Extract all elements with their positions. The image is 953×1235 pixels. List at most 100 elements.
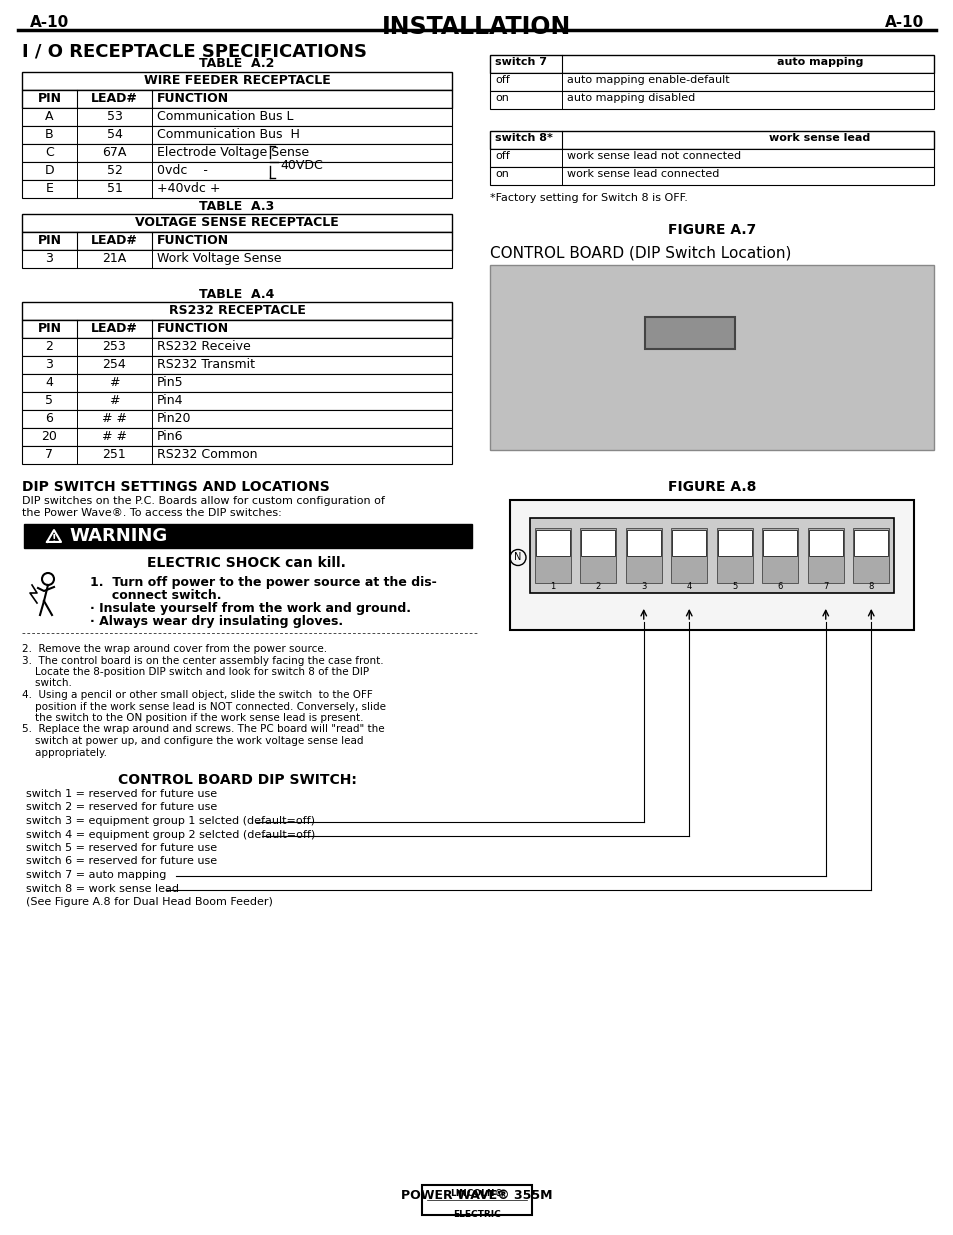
Text: 3.  The control board is on the center assembly facing the case front.: 3. The control board is on the center as…	[22, 656, 383, 666]
Text: A-10: A-10	[30, 15, 70, 30]
Bar	[24, 524, 472, 548]
Text: A-10: A-10	[883, 15, 923, 30]
Text: auto mapping enable-default: auto mapping enable-default	[566, 75, 729, 85]
Text: RS232 Transmit: RS232 Transmit	[157, 358, 254, 370]
Text: Pin5: Pin5	[157, 375, 183, 389]
Text: 1.  Turn off power to the power source at the dis-: 1. Turn off power to the power source at…	[90, 576, 436, 589]
Text: 51: 51	[107, 182, 122, 195]
Text: switch.: switch.	[22, 678, 71, 688]
Text: 3: 3	[46, 358, 53, 370]
Text: TABLE  A.3: TABLE A.3	[199, 200, 274, 212]
Bar	[22, 72, 452, 90]
Text: LINCOLN®: LINCOLN®	[450, 1189, 503, 1198]
Bar	[22, 303, 452, 320]
Bar	[490, 56, 933, 73]
Text: switch 8 = work sense lead: switch 8 = work sense lead	[26, 883, 179, 893]
Text: off: off	[495, 151, 509, 161]
Text: 7: 7	[46, 448, 53, 461]
Text: position if the work sense lead is NOT connected. Conversely, slide: position if the work sense lead is NOT c…	[22, 701, 386, 711]
Text: 20: 20	[42, 430, 57, 443]
Text: ELECTRIC SHOCK can kill.: ELECTRIC SHOCK can kill.	[147, 556, 345, 571]
Text: 21A: 21A	[102, 252, 127, 266]
Text: switch 7 = auto mapping: switch 7 = auto mapping	[26, 869, 166, 881]
Bar	[22, 429, 452, 446]
Text: · Always wear dry insulating gloves.: · Always wear dry insulating gloves.	[90, 615, 343, 629]
Bar	[717, 530, 751, 557]
Text: (See Figure A.8 for Dual Head Boom Feeder): (See Figure A.8 for Dual Head Boom Feede…	[26, 897, 273, 906]
Text: 67A: 67A	[102, 146, 127, 159]
Bar	[761, 529, 798, 583]
Bar	[808, 530, 842, 557]
Text: D: D	[45, 164, 54, 177]
Text: FIGURE A.8: FIGURE A.8	[667, 480, 756, 494]
Text: 6: 6	[777, 582, 782, 592]
Text: 251: 251	[103, 448, 126, 461]
Bar	[490, 131, 933, 149]
Text: FUNCTION: FUNCTION	[157, 233, 229, 247]
Text: switch 2 = reserved for future use: switch 2 = reserved for future use	[26, 803, 217, 813]
Text: switch 1 = reserved for future use: switch 1 = reserved for future use	[26, 789, 217, 799]
Text: auto mapping disabled: auto mapping disabled	[566, 93, 695, 103]
Text: LEAD#: LEAD#	[91, 233, 138, 247]
Bar	[852, 529, 888, 583]
Text: work sense lead connected: work sense lead connected	[566, 169, 719, 179]
Bar	[625, 529, 661, 583]
Bar	[490, 73, 933, 91]
Bar	[22, 126, 452, 144]
Text: LEAD#: LEAD#	[91, 91, 138, 105]
Text: # #: # #	[102, 412, 127, 425]
Text: POWER WAVE® 355M: POWER WAVE® 355M	[401, 1189, 552, 1202]
Text: WARNING: WARNING	[69, 527, 167, 545]
Bar	[579, 529, 616, 583]
Text: 4.  Using a pencil or other small object, slide the switch  to the OFF: 4. Using a pencil or other small object,…	[22, 690, 373, 700]
Text: switch 3 = equipment group 1 selcted (default=off): switch 3 = equipment group 1 selcted (de…	[26, 816, 314, 826]
Text: DIP SWITCH SETTINGS AND LOCATIONS: DIP SWITCH SETTINGS AND LOCATIONS	[22, 480, 330, 494]
Text: Pin6: Pin6	[157, 430, 183, 443]
Bar	[22, 391, 452, 410]
Text: connect switch.: connect switch.	[90, 589, 221, 601]
Text: 54: 54	[107, 128, 122, 141]
Bar	[853, 530, 887, 557]
Text: 2: 2	[46, 340, 53, 353]
Bar	[22, 144, 452, 162]
Text: 253: 253	[103, 340, 126, 353]
Bar	[22, 320, 452, 338]
Text: Communication Bus  H: Communication Bus H	[157, 128, 299, 141]
Bar	[534, 529, 570, 583]
Bar	[806, 529, 843, 583]
Text: off: off	[495, 75, 509, 85]
Bar	[490, 167, 933, 185]
Text: +40vdc +: +40vdc +	[157, 182, 220, 195]
Text: 53: 53	[107, 110, 122, 124]
Bar	[671, 530, 706, 557]
Bar	[22, 232, 452, 249]
Text: 0vdc    -: 0vdc -	[157, 164, 208, 177]
Text: FIGURE A.7: FIGURE A.7	[667, 224, 756, 237]
Text: 5.  Replace the wrap around and screws. The PC board will "read" the: 5. Replace the wrap around and screws. T…	[22, 725, 384, 735]
Text: PIN: PIN	[37, 322, 61, 335]
Text: 8: 8	[867, 582, 873, 592]
Text: Pin4: Pin4	[157, 394, 183, 408]
Text: on: on	[495, 93, 508, 103]
Text: 3: 3	[46, 252, 53, 266]
Text: switch 6 = reserved for future use: switch 6 = reserved for future use	[26, 857, 217, 867]
Bar	[645, 317, 735, 348]
Text: N: N	[514, 552, 521, 562]
Text: 7: 7	[822, 582, 827, 592]
Bar	[530, 517, 893, 593]
Bar	[490, 266, 933, 450]
Text: the Power Wave®. To access the DIP switches:: the Power Wave®. To access the DIP switc…	[22, 508, 281, 517]
Text: PIN: PIN	[37, 91, 61, 105]
Text: · Insulate yourself from the work and ground.: · Insulate yourself from the work and gr…	[90, 601, 411, 615]
Text: work sense lead not connected: work sense lead not connected	[566, 151, 740, 161]
Text: #: #	[110, 394, 120, 408]
Text: FUNCTION: FUNCTION	[157, 91, 229, 105]
Text: Electrode Voltage Sense: Electrode Voltage Sense	[157, 146, 309, 159]
Text: A: A	[45, 110, 53, 124]
Bar	[22, 446, 452, 464]
Text: 6: 6	[46, 412, 53, 425]
Bar	[22, 338, 452, 356]
Text: 1: 1	[550, 582, 555, 592]
Bar	[22, 374, 452, 391]
Text: auto mapping: auto mapping	[776, 57, 862, 67]
